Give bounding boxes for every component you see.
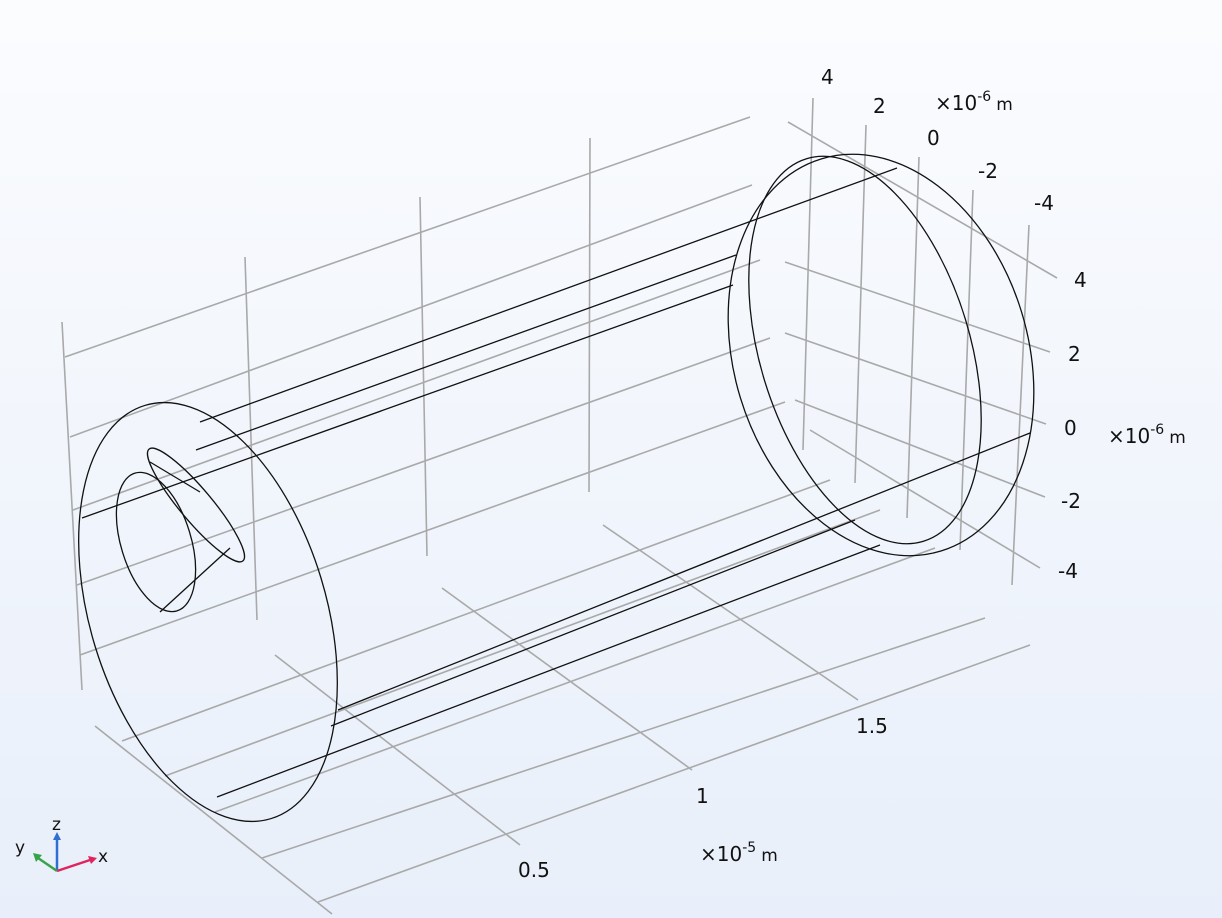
x-axis-unit-label: ×10-5 m <box>700 840 778 866</box>
port-edge <box>149 461 201 493</box>
grid-line <box>419 196 428 557</box>
triad-x-label: x <box>98 847 108 867</box>
grid-line <box>69 184 753 438</box>
triad-y-axis <box>37 856 58 873</box>
grid-line <box>214 547 936 813</box>
grid-line <box>854 124 867 484</box>
axis-triad: z x y <box>15 815 108 873</box>
y-tick-label: -4 <box>1034 191 1054 215</box>
grid-line <box>72 259 761 511</box>
z-tick-label: 4 <box>1074 268 1087 292</box>
y-axis-ticks: 4 2 0 -2 -4 <box>821 65 1054 215</box>
triad-x-arrowhead <box>88 856 97 864</box>
outlet-outer-edge <box>727 153 1035 557</box>
port-inner-ellipse <box>115 471 197 613</box>
z-axis-ticks: 4 2 0 -2 -4 <box>1058 268 1087 583</box>
port-outer-ellipse <box>146 447 246 563</box>
x-axis-ticks: 0.5 1 1.5 <box>518 714 888 882</box>
cylinder-edge <box>199 167 898 423</box>
y-axis-unit-label: ×10-6 m <box>935 89 1013 115</box>
y-tick-label: 0 <box>927 126 940 150</box>
grid-line <box>274 654 521 846</box>
grid-line <box>802 97 814 451</box>
grid-line <box>79 401 786 656</box>
grid-line <box>317 644 1031 903</box>
grid-line <box>441 587 693 771</box>
grid-line <box>906 156 920 519</box>
grid-line <box>64 116 751 358</box>
port-edge <box>159 547 231 613</box>
grid-line <box>602 524 859 701</box>
grid-lines <box>61 97 1058 915</box>
x-tick-label: 1.5 <box>856 714 888 738</box>
geometry-edges <box>78 153 1035 823</box>
y-tick-label: 2 <box>873 94 886 118</box>
z-tick-label: -2 <box>1061 489 1081 513</box>
grid-line <box>787 121 1058 279</box>
inlet-disk-edge <box>78 401 338 823</box>
grid-line <box>784 332 1047 425</box>
triad-z-label: z <box>52 815 61 835</box>
cylinder-edge <box>81 284 734 519</box>
triad-z-arrowhead <box>53 832 61 840</box>
grid-line <box>244 256 258 621</box>
grid-line <box>121 479 831 742</box>
x-tick-label: 0.5 <box>518 858 550 882</box>
grid-line <box>959 189 974 551</box>
outlet-inner-edge <box>748 155 982 545</box>
z-tick-label: 2 <box>1068 342 1081 366</box>
y-tick-label: -2 <box>978 159 998 183</box>
grid-line <box>794 399 1046 498</box>
z-tick-label: -4 <box>1058 559 1078 583</box>
z-tick-label: 0 <box>1064 416 1077 440</box>
grid-line <box>784 261 1051 353</box>
grid-line <box>94 725 333 915</box>
cylinder-edge <box>337 432 1031 711</box>
y-tick-label: 4 <box>821 65 834 89</box>
triad-y-label: y <box>15 838 25 858</box>
grid-line <box>588 137 591 493</box>
triad-x-axis <box>56 858 91 873</box>
grid-line <box>1011 224 1030 586</box>
grid-line <box>261 617 986 859</box>
cylinder-edge <box>330 519 856 727</box>
cylinder-edge <box>195 254 737 451</box>
cylinder-edge <box>216 544 881 798</box>
x-tick-label: 1 <box>696 784 709 808</box>
z-axis-unit-label: ×10-6 m <box>1108 422 1186 448</box>
grid-line <box>61 321 83 691</box>
triad-y-arrowhead <box>33 853 42 862</box>
grid-line <box>164 509 881 777</box>
grid-line <box>809 429 1041 569</box>
